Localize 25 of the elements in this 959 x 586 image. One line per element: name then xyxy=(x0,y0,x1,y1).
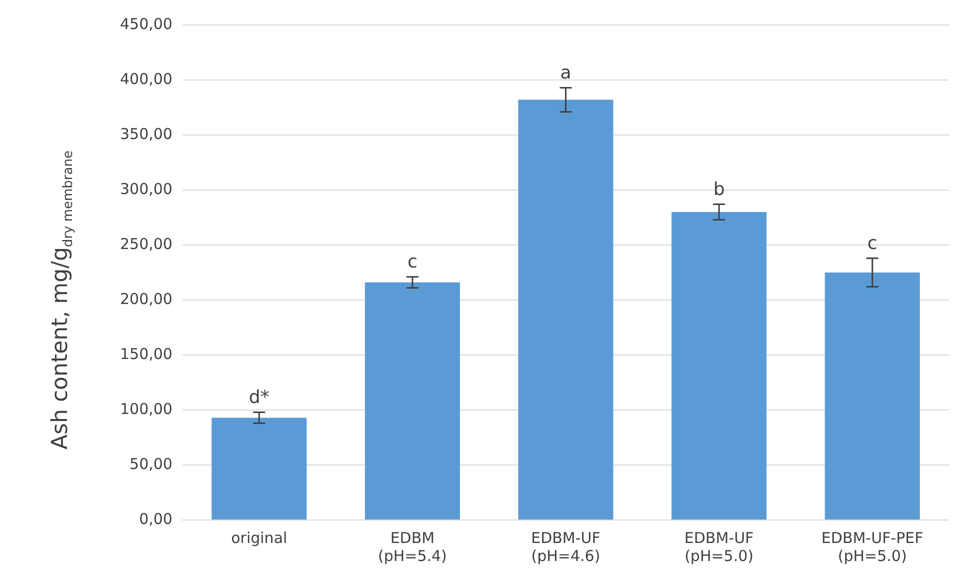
annotation: c xyxy=(407,252,418,273)
bar xyxy=(212,418,307,520)
y-tick-label: 250,00 xyxy=(120,234,172,253)
x-tick-label: original xyxy=(231,528,288,547)
y-tick-label: 300,00 xyxy=(120,180,172,198)
bar xyxy=(672,212,767,520)
x-tick-label: EDBM-UF (pH=5.0) xyxy=(684,528,754,565)
annotation: c xyxy=(867,232,878,254)
y-tick-label: 100,00 xyxy=(120,400,172,418)
x-tick-label: EDBM-UF-PEF (pH=5.0) xyxy=(821,528,924,565)
x-tick-label: EDBM (pH=5.4) xyxy=(378,528,447,565)
y-tick-label: 200,00 xyxy=(120,290,172,308)
bar xyxy=(364,282,460,520)
y-tick-label: 350,00 xyxy=(120,124,172,143)
bar xyxy=(824,272,920,520)
bar xyxy=(518,100,614,520)
y-tick-label: 400,00 xyxy=(120,70,172,88)
y-tick-label: 450,00 xyxy=(120,14,172,33)
annotation: b xyxy=(713,178,725,200)
y-tick-label: 50,00 xyxy=(130,454,172,473)
y-tick-label: 150,00 xyxy=(120,344,172,363)
x-tick-label: EDBM-UF (pH=4.6) xyxy=(531,528,600,565)
annotation: d* xyxy=(248,386,270,408)
y-tick-label: 0,00 xyxy=(139,510,172,528)
annotation: a xyxy=(560,62,572,84)
